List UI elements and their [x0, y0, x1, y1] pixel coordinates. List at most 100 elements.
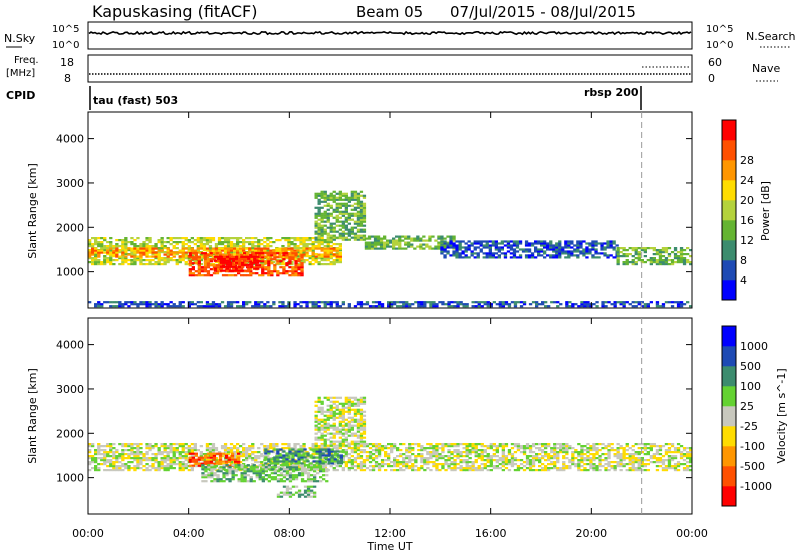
data-cell	[616, 253, 620, 256]
data-cell	[242, 303, 246, 306]
data-cell	[329, 301, 333, 304]
data-cell	[616, 457, 620, 460]
data-cell	[362, 238, 367, 241]
data-cell	[226, 301, 231, 304]
data-cell	[212, 458, 217, 461]
data-cell	[270, 262, 274, 265]
data-cell	[534, 256, 538, 259]
data-cell	[585, 252, 589, 255]
data-cell	[482, 244, 486, 247]
data-cell	[258, 474, 262, 477]
data-cell	[204, 466, 208, 469]
data-cell	[238, 267, 242, 270]
data-cell	[214, 449, 219, 452]
data-cell	[332, 259, 336, 262]
data-cell	[438, 455, 442, 458]
data-cell	[509, 240, 514, 243]
data-cell	[297, 274, 301, 277]
data-cell	[559, 447, 563, 450]
data-cell	[258, 472, 262, 475]
data-cell	[411, 463, 415, 466]
data-cell	[664, 257, 669, 260]
data-cell	[426, 459, 430, 462]
data-cell	[576, 250, 580, 253]
data-cell	[322, 468, 326, 471]
data-cell	[604, 467, 608, 470]
data-cell	[317, 212, 321, 215]
data-cell	[303, 456, 307, 459]
data-cell	[229, 249, 234, 252]
data-cell	[408, 461, 412, 464]
data-cell	[303, 470, 308, 473]
data-cell	[127, 241, 131, 244]
data-cell	[359, 467, 364, 470]
data-cell	[234, 266, 238, 269]
data-cell	[210, 476, 214, 479]
data-cell	[392, 241, 396, 244]
data-cell	[374, 301, 379, 304]
data-cell	[616, 461, 620, 464]
data-cell	[293, 447, 297, 450]
data-cell	[151, 467, 155, 470]
data-cell	[553, 457, 557, 460]
data-cell	[91, 253, 95, 256]
data-cell	[282, 268, 286, 271]
data-cell	[338, 220, 342, 223]
data-cell	[500, 242, 504, 245]
data-cell	[229, 259, 234, 262]
data-cell	[441, 447, 445, 450]
data-cell	[88, 469, 92, 472]
data-cell	[297, 460, 301, 463]
data-cell	[655, 445, 660, 448]
data-cell	[525, 447, 530, 450]
data-cell	[315, 448, 319, 451]
data-cell	[483, 465, 487, 468]
data-cell	[580, 449, 584, 452]
data-cell	[320, 230, 324, 233]
data-cell	[362, 210, 367, 213]
data-cell	[139, 257, 143, 260]
data-cell	[242, 453, 246, 456]
data-cell	[447, 305, 451, 308]
data-cell	[222, 468, 226, 471]
data-cell	[261, 260, 265, 263]
data-cell	[643, 459, 647, 462]
data-cell	[325, 470, 329, 473]
data-cell	[455, 256, 459, 259]
data-cell	[94, 461, 98, 464]
data-cell	[546, 244, 550, 247]
data-cell	[489, 447, 493, 450]
data-cell	[562, 445, 566, 448]
data-cell	[429, 447, 433, 450]
data-cell	[416, 237, 420, 240]
data-cell	[350, 194, 354, 197]
data-cell	[115, 449, 119, 452]
data-cell	[267, 274, 271, 277]
data-cell	[207, 472, 211, 475]
date-range: 07/Jul/2015 - 08/Jul/2015	[450, 3, 636, 21]
data-cell	[441, 465, 445, 468]
data-cell	[673, 257, 678, 260]
data-cell	[652, 247, 656, 250]
data-cell	[474, 301, 478, 304]
data-cell	[121, 243, 125, 246]
data-cell	[513, 301, 518, 304]
data-cell	[160, 465, 164, 468]
data-cell	[456, 457, 460, 460]
data-cell	[673, 249, 678, 252]
data-cell	[190, 451, 194, 454]
data-cell	[356, 210, 361, 213]
data-cell	[368, 305, 373, 308]
data-cell	[245, 459, 249, 462]
data-cell	[296, 255, 300, 258]
data-cell	[477, 301, 481, 304]
data-cell	[432, 447, 436, 450]
data-cell	[513, 463, 518, 466]
data-cell	[447, 465, 451, 468]
data-cell	[628, 457, 632, 460]
data-cell	[592, 447, 596, 450]
data-cell	[414, 459, 418, 462]
data-cell	[191, 252, 195, 255]
data-cell	[537, 242, 541, 245]
data-cell	[187, 449, 191, 452]
